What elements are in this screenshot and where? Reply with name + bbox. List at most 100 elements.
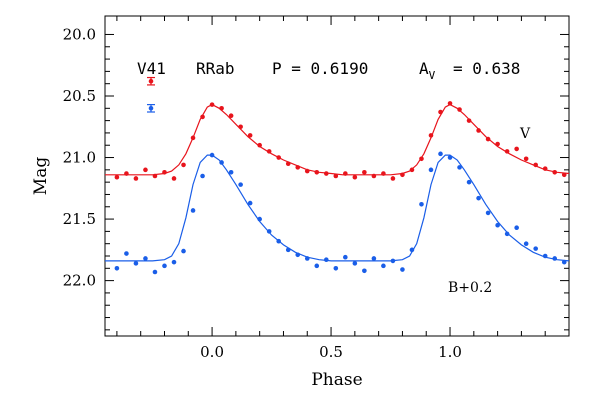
data-point-v [209,102,215,107]
data-point-b [314,263,320,269]
data-point-v [381,171,386,176]
data-point-b [266,229,272,234]
data-point-v [276,155,282,160]
data-point-b [323,257,329,262]
data-point-v [323,171,329,176]
data-point-v [152,173,158,179]
data-point-b [561,259,567,265]
series-label-b: B+0.2 [448,280,492,296]
data-point-b [542,253,548,259]
data-point-v [295,165,301,170]
y-tick-label: 22.0 [63,272,96,290]
data-point-v [466,118,472,123]
data-point-v [514,146,519,152]
data-point-b [228,170,234,175]
data-point-v [162,170,167,175]
data-point-v [438,109,443,115]
data-point-b [362,268,367,274]
data-point-v [333,173,339,179]
data-point-v [219,106,224,111]
data-point-v [428,133,434,138]
data-point-b [438,151,443,157]
data-point-v [485,136,491,142]
data-point-v [561,172,567,178]
data-point-b [257,216,262,222]
data-point-b [304,256,310,261]
x-tick-label: 0.0 [200,343,224,361]
data-point-v [247,133,253,138]
data-point-b [476,195,481,201]
data-point-b [495,222,500,228]
errorbar-dot [148,106,154,111]
amplitude-label: AV [419,59,436,82]
data-point-v [400,172,405,178]
data-point-v [114,174,120,180]
data-point-v [504,149,510,154]
data-point-v [257,142,262,148]
y-tick-label: 20.0 [63,25,96,43]
legend-errorbars [147,76,155,113]
series-label-v: V [519,126,531,142]
data-point-v [200,114,205,120]
x-tick-label: 0.5 [319,343,343,361]
data-point-v [390,176,396,181]
observation-points [114,101,567,275]
data-point-b [419,202,424,207]
data-point-v [124,171,129,176]
y-axis-title: Mag [31,157,51,196]
data-point-v [371,173,377,179]
data-point-b [238,182,243,187]
data-point-b [343,254,348,260]
data-point-v [133,176,139,181]
y-tick-label: 21.5 [63,210,96,228]
data-point-b [485,210,491,216]
x-axis-title: Phase [311,370,362,390]
data-point-b [466,179,472,185]
data-point-b [285,247,291,253]
data-point-v [143,167,148,173]
data-point-b [333,266,339,271]
data-point-b [447,155,453,160]
data-point-b [247,200,253,206]
data-point-b [171,259,177,265]
data-point-v [495,141,500,147]
data-point-b [143,256,148,261]
x-tick-label: 1.0 [438,343,462,361]
data-point-b [514,225,519,230]
data-point-b [295,252,301,258]
errorbar-dot [148,78,154,84]
amplitude-symbol: A [419,59,429,78]
data-point-v [314,170,320,175]
variable-class: RRab [196,59,235,78]
template-curve-b [105,154,570,262]
period-label: P = 0.6190 [272,59,368,78]
data-point-v [476,128,481,133]
data-point-v [304,168,310,174]
data-point-v [343,171,348,176]
data-point-v [362,170,367,175]
template-curves [105,103,570,262]
data-point-v [285,161,291,166]
star-name: V41 [137,59,166,78]
data-point-v [419,156,424,162]
axis-tick-labels: 0.0 0.5 1.0 20.0 20.5 21.0 21.5 22.0 [63,25,462,361]
data-point-v [352,174,358,180]
data-point-v [266,149,272,154]
data-point-b [114,266,120,271]
data-point-v [523,156,529,162]
data-point-b [276,238,282,244]
data-point-v [228,113,234,118]
axis-ticks [105,16,570,336]
data-point-b [219,160,224,165]
template-curve-v [105,103,570,176]
data-point-v [190,135,196,141]
data-point-b [352,261,358,266]
data-point-v [171,176,177,181]
data-point-b [381,263,386,269]
data-point-b [181,248,186,254]
data-point-b [523,241,529,246]
data-point-b [200,173,205,179]
plot-frame [104,15,570,337]
data-point-b [133,261,139,266]
